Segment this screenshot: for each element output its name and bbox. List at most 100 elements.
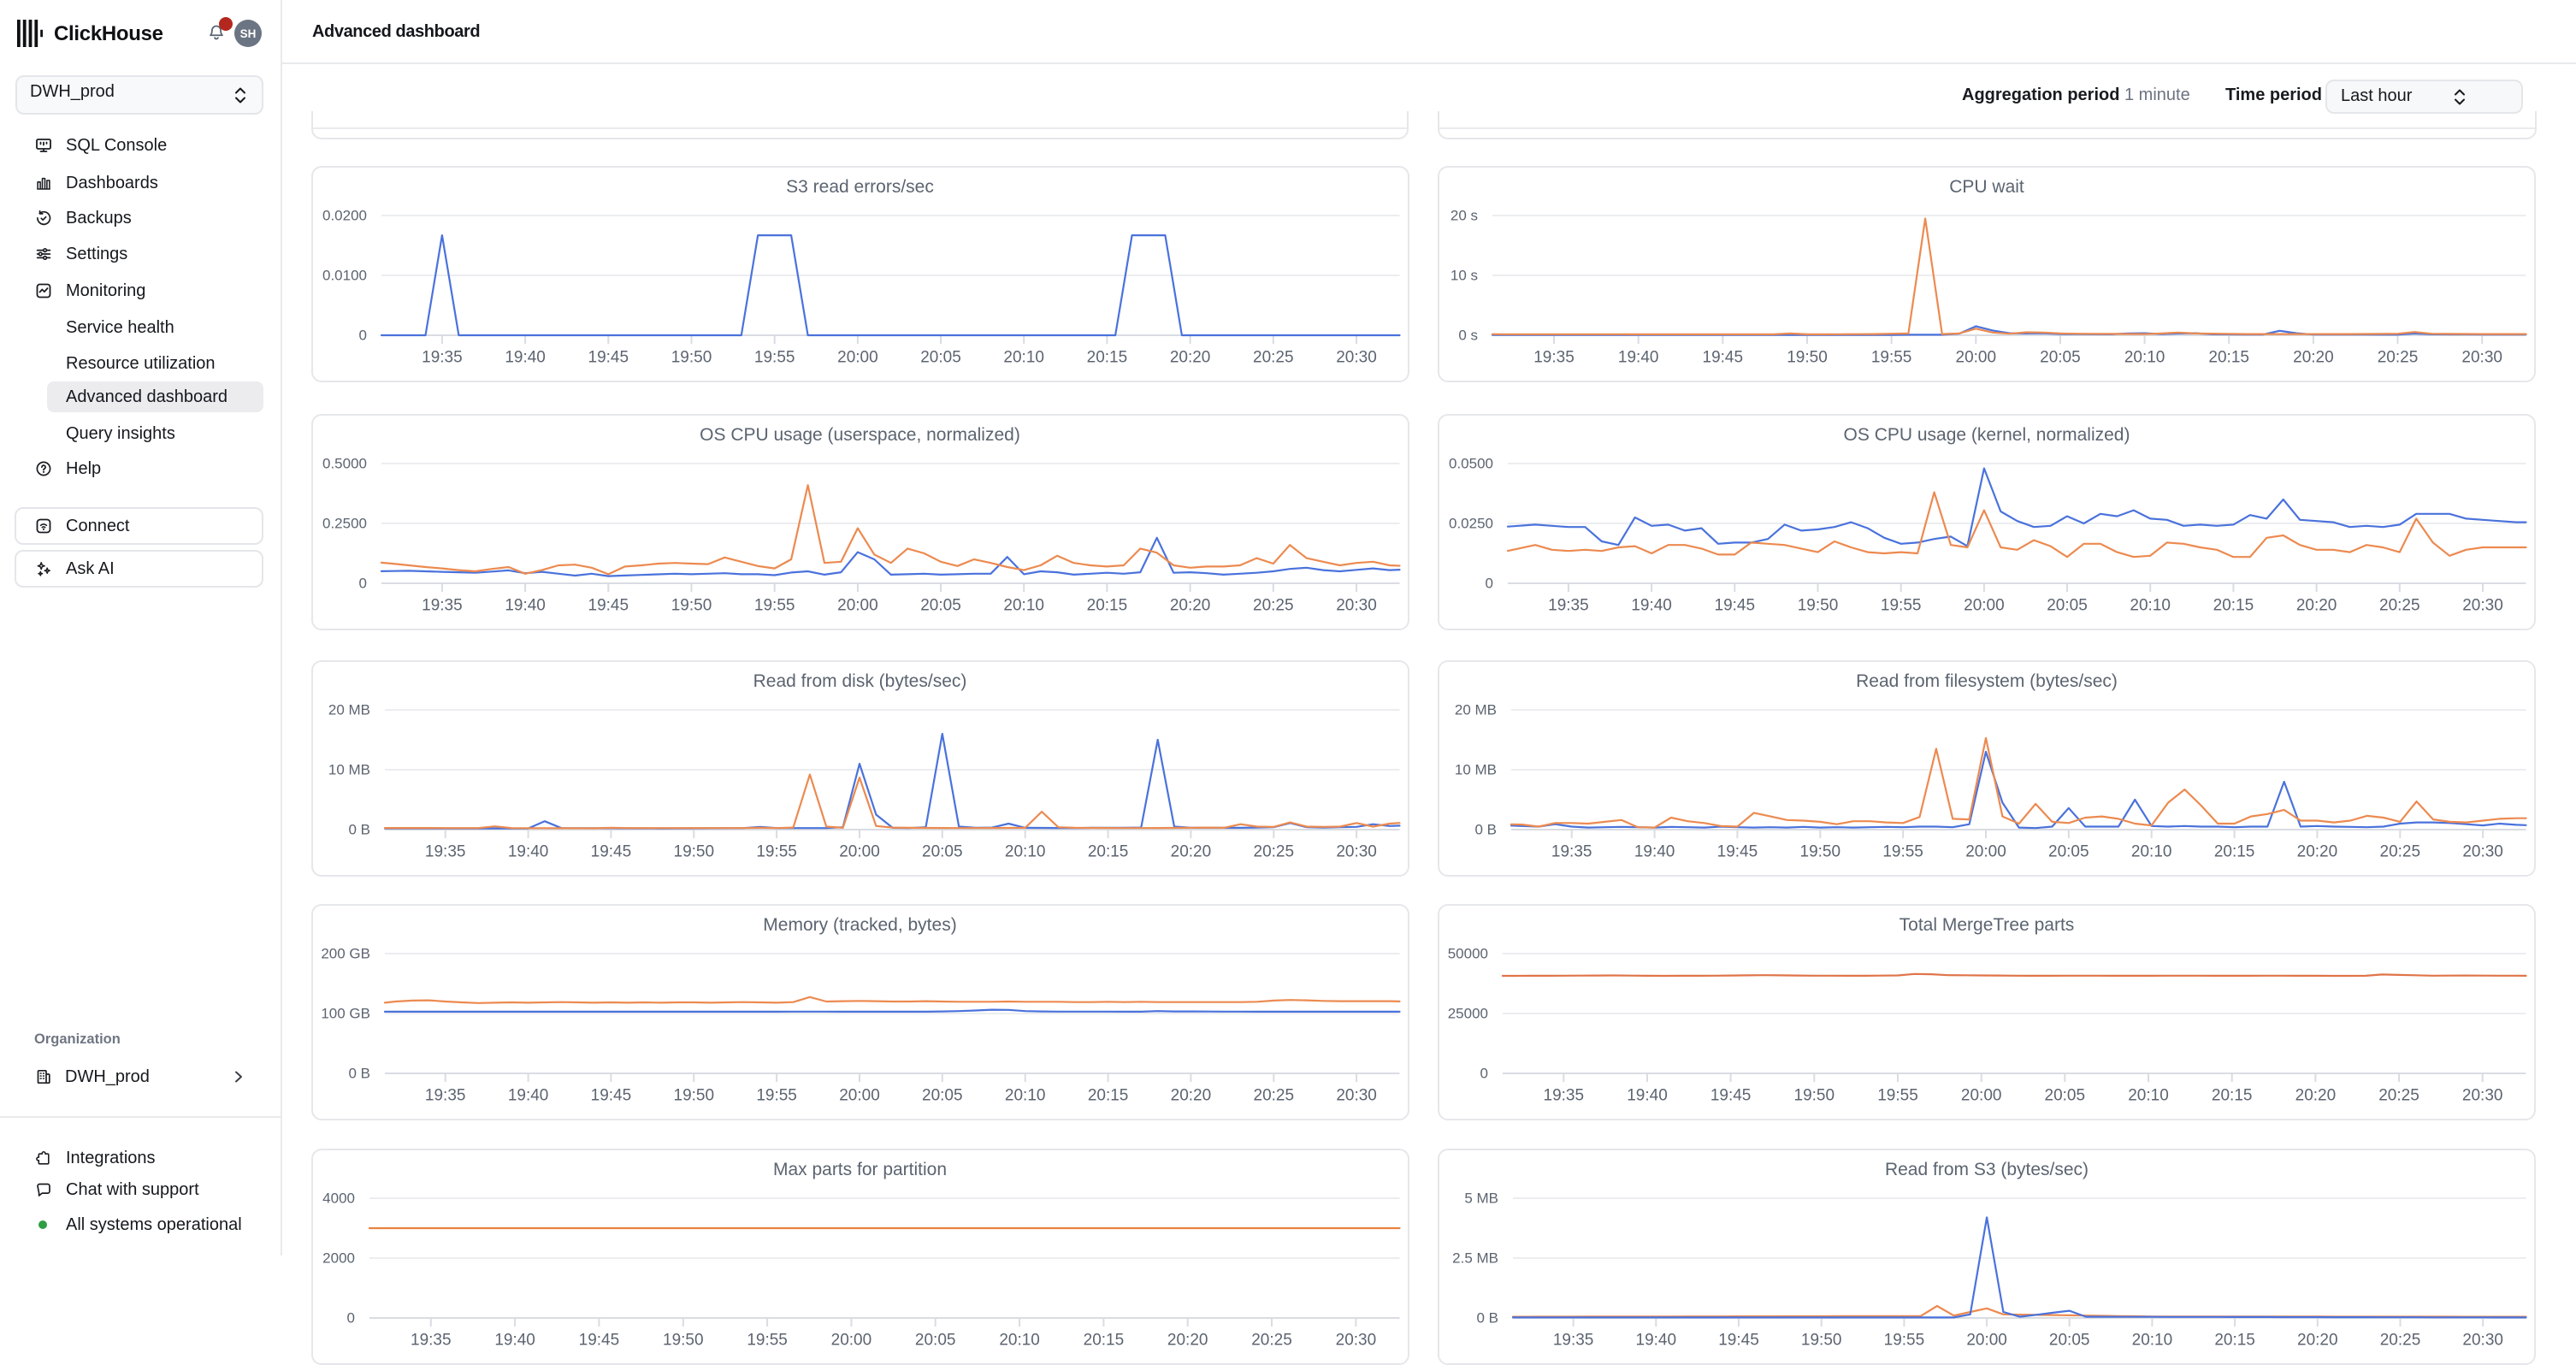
svg-text:2.5 MB: 2.5 MB — [1452, 1250, 1498, 1267]
svg-text:19:55: 19:55 — [1884, 1332, 1925, 1350]
svg-text:0.2500: 0.2500 — [322, 516, 367, 532]
svg-text:20:30: 20:30 — [1336, 349, 1377, 367]
svg-text:19:55: 19:55 — [1877, 1087, 1918, 1105]
svg-text:20:15: 20:15 — [1087, 1087, 1128, 1105]
svg-text:20:25: 20:25 — [2378, 349, 2419, 367]
svg-text:0.0250: 0.0250 — [1449, 516, 1493, 532]
svg-text:20:25: 20:25 — [2380, 1332, 2421, 1350]
svg-text:19:50: 19:50 — [671, 349, 712, 367]
svg-text:20:15: 20:15 — [2214, 843, 2255, 861]
svg-text:2000: 2000 — [322, 1250, 355, 1267]
svg-text:19:35: 19:35 — [1551, 843, 1592, 861]
svg-text:20:00: 20:00 — [1961, 1087, 2002, 1105]
svg-text:5 MB: 5 MB — [1464, 1191, 1498, 1207]
svg-text:19:50: 19:50 — [663, 1332, 704, 1350]
svg-text:20:20: 20:20 — [1167, 1332, 1208, 1350]
svg-text:20 MB: 20 MB — [1455, 702, 1497, 718]
svg-text:20:00: 20:00 — [1966, 1332, 2007, 1350]
svg-text:19:45: 19:45 — [1710, 1087, 1752, 1105]
svg-text:19:40: 19:40 — [1636, 1332, 1677, 1350]
svg-text:19:45: 19:45 — [590, 843, 631, 861]
svg-text:20:10: 20:10 — [1003, 349, 1044, 367]
svg-text:19:45: 19:45 — [588, 349, 629, 367]
svg-text:20 MB: 20 MB — [328, 702, 369, 718]
svg-text:20:10: 20:10 — [2130, 597, 2171, 615]
svg-text:20:00: 20:00 — [839, 843, 880, 861]
svg-text:19:50: 19:50 — [1798, 597, 1839, 615]
svg-text:20:25: 20:25 — [2378, 1087, 2419, 1105]
svg-text:19:45: 19:45 — [1715, 597, 1756, 615]
svg-text:19:35: 19:35 — [1553, 1332, 1594, 1350]
svg-text:19:45: 19:45 — [578, 1332, 619, 1350]
svg-text:0: 0 — [1480, 1066, 1488, 1082]
svg-text:0 s: 0 s — [1458, 328, 1478, 344]
svg-text:20:20: 20:20 — [1170, 1087, 1211, 1105]
svg-text:0 B: 0 B — [1476, 1310, 1498, 1327]
svg-text:19:55: 19:55 — [1871, 349, 1912, 367]
svg-text:20:30: 20:30 — [2462, 1332, 2503, 1350]
svg-text:19:35: 19:35 — [1548, 597, 1589, 615]
svg-text:20:15: 20:15 — [1087, 843, 1128, 861]
svg-text:20:05: 20:05 — [2049, 1332, 2090, 1350]
svg-text:19:55: 19:55 — [756, 1087, 797, 1105]
svg-text:19:50: 19:50 — [1794, 1087, 1835, 1105]
svg-text:4000: 4000 — [322, 1191, 355, 1207]
svg-text:20:30: 20:30 — [2461, 349, 2502, 367]
svg-text:20:30: 20:30 — [2462, 597, 2503, 615]
svg-text:20:20: 20:20 — [1169, 349, 1210, 367]
svg-text:20:05: 20:05 — [2045, 1087, 2086, 1105]
svg-text:19:35: 19:35 — [422, 349, 463, 367]
svg-text:0 B: 0 B — [1474, 822, 1497, 838]
svg-text:20:30: 20:30 — [2462, 843, 2503, 861]
svg-text:20:20: 20:20 — [1169, 597, 1210, 615]
svg-text:20:05: 20:05 — [920, 349, 961, 367]
svg-text:20:00: 20:00 — [1965, 843, 2006, 861]
svg-text:20:15: 20:15 — [1086, 349, 1127, 367]
svg-text:0.5000: 0.5000 — [322, 456, 367, 472]
svg-text:20:00: 20:00 — [839, 1087, 880, 1105]
svg-text:20:25: 20:25 — [1253, 1087, 1294, 1105]
svg-text:20:10: 20:10 — [1003, 597, 1044, 615]
svg-text:0 B: 0 B — [348, 1066, 370, 1082]
svg-text:19:40: 19:40 — [505, 597, 546, 615]
svg-text:19:55: 19:55 — [1881, 597, 1922, 615]
svg-text:19:40: 19:40 — [1634, 843, 1675, 861]
svg-text:20:05: 20:05 — [2047, 597, 2088, 615]
svg-text:19:45: 19:45 — [1703, 349, 1744, 367]
svg-text:20:20: 20:20 — [1170, 843, 1211, 861]
svg-text:10 MB: 10 MB — [328, 762, 369, 778]
svg-text:19:45: 19:45 — [1718, 1332, 1759, 1350]
svg-text:20:00: 20:00 — [1964, 597, 2005, 615]
svg-text:20:15: 20:15 — [2213, 597, 2254, 615]
svg-text:19:50: 19:50 — [1801, 1332, 1842, 1350]
svg-text:0.0500: 0.0500 — [1449, 456, 1493, 472]
svg-text:20:20: 20:20 — [2295, 1087, 2337, 1105]
svg-text:0: 0 — [346, 1310, 354, 1327]
svg-text:200 GB: 200 GB — [321, 946, 370, 962]
svg-text:20:00: 20:00 — [830, 1332, 871, 1350]
svg-text:19:50: 19:50 — [1787, 349, 1828, 367]
svg-text:0: 0 — [358, 328, 366, 344]
svg-text:20:10: 20:10 — [2132, 1332, 2173, 1350]
svg-text:20:30: 20:30 — [1336, 843, 1377, 861]
svg-text:20:10: 20:10 — [1004, 843, 1045, 861]
svg-text:20:10: 20:10 — [1004, 1087, 1045, 1105]
svg-text:19:40: 19:40 — [494, 1332, 535, 1350]
svg-text:20:15: 20:15 — [1086, 597, 1127, 615]
svg-text:20:15: 20:15 — [2214, 1332, 2255, 1350]
svg-text:100 GB: 100 GB — [321, 1006, 370, 1022]
svg-text:20:25: 20:25 — [2379, 597, 2420, 615]
svg-text:10 s: 10 s — [1450, 268, 1478, 284]
svg-text:20:20: 20:20 — [2293, 349, 2334, 367]
svg-text:25000: 25000 — [1448, 1006, 1488, 1022]
svg-text:19:35: 19:35 — [422, 597, 463, 615]
svg-text:19:45: 19:45 — [590, 1087, 631, 1105]
svg-text:19:35: 19:35 — [424, 843, 465, 861]
svg-text:19:50: 19:50 — [671, 597, 712, 615]
svg-text:19:55: 19:55 — [747, 1332, 788, 1350]
svg-text:20:00: 20:00 — [1956, 349, 1997, 367]
svg-text:19:40: 19:40 — [1627, 1087, 1668, 1105]
svg-text:50000: 50000 — [1448, 946, 1488, 962]
svg-text:20:00: 20:00 — [837, 349, 878, 367]
svg-text:19:35: 19:35 — [1544, 1087, 1585, 1105]
